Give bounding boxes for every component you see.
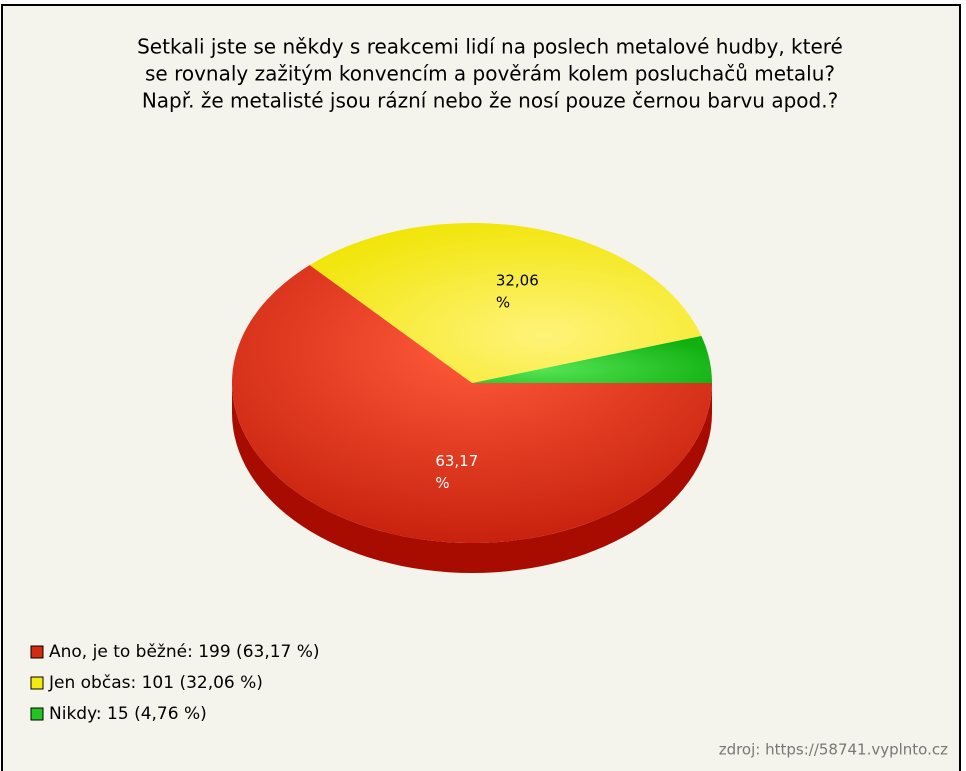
pie-slice	[472, 335, 712, 383]
pie-slice	[309, 222, 702, 383]
title-line: Např. že metalisté jsou rázní nebo že no…	[142, 89, 838, 113]
legend-swatch	[30, 676, 44, 690]
pie-side	[232, 383, 712, 573]
title-line: se rovnaly zažitým konvencím a pověrám k…	[145, 62, 835, 86]
source: zdroj: https://58741.vyplnto.cz	[719, 741, 948, 759]
pie-slice	[232, 265, 712, 543]
title-line: Setkali jste se někdy s reakcemi lidí na…	[137, 35, 843, 59]
legend-label: Jen občas: 101 (32,06 %)	[48, 673, 263, 693]
data-label: 32,06%	[496, 271, 539, 311]
legend-label: Nikdy: 15 (4,76 %)	[49, 704, 207, 724]
legend-swatch	[30, 645, 44, 659]
legend-label: Ano, je to běžné: 199 (63,17 %)	[49, 642, 320, 662]
data-label: 63,17%	[435, 451, 478, 491]
title: Setkali jste se někdy s reakcemi lidí na…	[137, 35, 843, 113]
legend-swatch	[30, 707, 44, 721]
